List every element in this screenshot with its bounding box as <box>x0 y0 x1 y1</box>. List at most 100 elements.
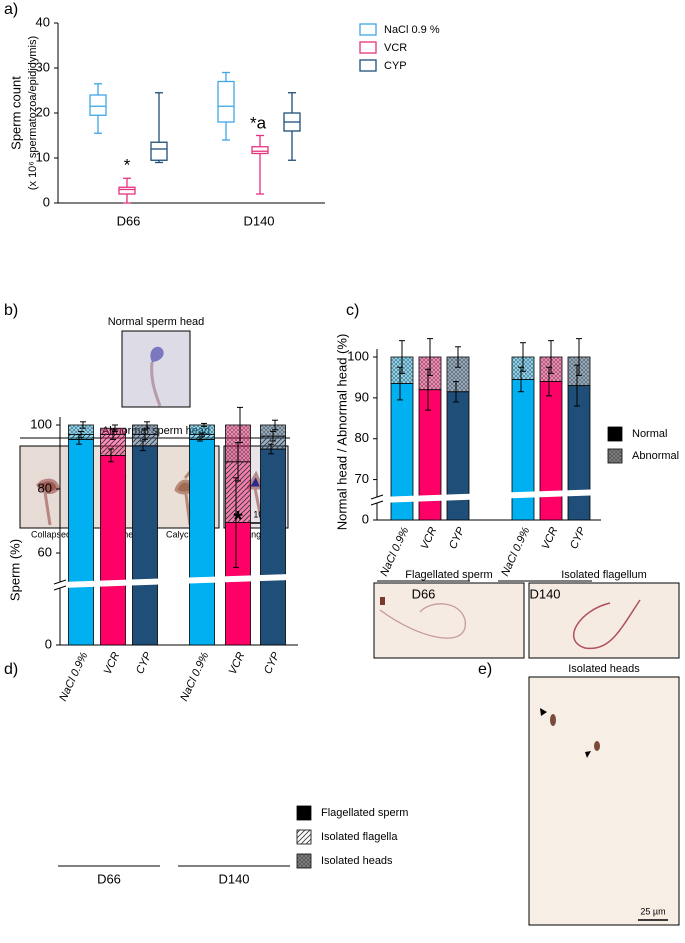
axis-break <box>371 489 601 504</box>
image-normal <box>121 330 191 408</box>
y-axis-label: (x 10⁶ spermatozoa/epididymis) <box>27 36 39 190</box>
x-tick-label: NaCl 0.9% <box>178 650 211 703</box>
panel-label: b) <box>4 302 18 319</box>
bar-segment <box>225 522 251 646</box>
bar-segment <box>132 445 158 646</box>
image-e <box>373 582 680 926</box>
annotation: * <box>124 155 131 174</box>
legend-swatch <box>296 805 312 821</box>
micrograph <box>528 676 680 926</box>
break-mark <box>370 494 384 500</box>
box <box>118 186 136 195</box>
bar-pattern <box>189 425 215 435</box>
y-tick-label: 100 <box>347 348 369 363</box>
sperm-head <box>380 597 385 605</box>
bar-pattern <box>189 434 215 440</box>
sperm-head <box>150 346 164 362</box>
legend-label: VCR <box>384 42 407 54</box>
sperm <box>36 478 60 526</box>
annotation: * <box>233 506 243 533</box>
sperm-tail <box>150 361 162 407</box>
bar-pattern <box>100 434 126 456</box>
bar-pattern <box>68 425 94 435</box>
box <box>217 80 235 123</box>
micrograph <box>373 582 525 659</box>
y-axis-label: Normal head / Abnormal head (%) <box>334 334 349 531</box>
image-caption: Calyculate <box>166 529 208 539</box>
group-label: D140 <box>218 871 249 886</box>
panel-label: a) <box>4 1 18 18</box>
panel-label: d) <box>4 661 18 678</box>
x-tick-label: NaCl 0.9% <box>57 650 90 703</box>
bar-segment <box>68 438 94 646</box>
bar-segment <box>539 381 563 521</box>
y-tick-label: 30 <box>36 59 50 74</box>
group-label: D66 <box>97 871 121 886</box>
bar-segment <box>446 391 470 521</box>
y-axis-label: Sperm count <box>8 76 23 150</box>
bar-pattern <box>260 436 286 449</box>
legend-swatch <box>359 23 377 36</box>
bar-segment <box>511 379 535 521</box>
image-title: Normal sperm head <box>108 316 205 328</box>
scale-label: 25 µm <box>640 906 665 916</box>
bar-segment <box>260 448 286 646</box>
x-tick-label: NaCl 0.9% <box>499 525 532 578</box>
legend-pattern <box>297 854 311 868</box>
legend-label: Isolated flagella <box>321 831 398 843</box>
arrowhead <box>540 708 591 758</box>
x-tick-label: CYP <box>262 650 283 676</box>
panel-label: e) <box>478 661 492 678</box>
box <box>150 141 168 161</box>
sperm-head <box>594 741 600 751</box>
legend-label: Abnormal <box>632 450 679 462</box>
axis-break <box>54 573 298 589</box>
box <box>89 94 107 116</box>
legend-pattern <box>608 449 622 463</box>
group-label: D140 <box>529 586 560 601</box>
annotation: *a <box>250 113 267 132</box>
legend-label: NaCl 0.9 % <box>384 24 440 36</box>
x-tick-label: CYP <box>447 525 468 551</box>
x-tick-label: CYP <box>134 650 155 676</box>
y-tick-label: 0 <box>45 636 52 651</box>
x-tick-label: D140 <box>243 213 274 228</box>
y-tick-label: 0 <box>362 511 369 526</box>
x-tick-label: VCR <box>540 525 561 551</box>
bar-segment <box>100 454 126 646</box>
group-label: D66 <box>412 586 436 601</box>
y-tick-label: 40 <box>36 14 50 29</box>
y-tick-label: 10 <box>36 149 50 164</box>
y-tick-label: 70 <box>355 471 369 486</box>
image-title: Isolated flagellum <box>561 569 647 581</box>
legend-label: CYP <box>384 60 407 72</box>
x-tick-label: D66 <box>117 213 141 228</box>
break-mark <box>370 500 384 506</box>
y-axis-label: Sperm (%) <box>7 539 22 601</box>
bar-pattern <box>447 357 469 392</box>
image-title: Isolated heads <box>568 663 640 675</box>
x-tick-label: CYP <box>568 525 589 551</box>
flagellum <box>572 599 641 650</box>
image-title: Flagellated sperm <box>405 569 492 581</box>
bar-pattern <box>132 434 158 446</box>
y-tick-label: 80 <box>355 430 369 445</box>
legend-label: Isolated heads <box>321 855 393 867</box>
legend-label: Normal <box>632 428 667 440</box>
x-tick-label: VCR <box>227 650 248 676</box>
bar-pattern <box>260 425 286 437</box>
break-mark <box>53 585 67 591</box>
y-tick-label: 0 <box>43 194 50 209</box>
legend-swatch <box>359 59 377 72</box>
y-tick-label: 20 <box>36 104 50 119</box>
y-tick-label: 100 <box>30 416 52 431</box>
x-tick-label: VCR <box>419 525 440 551</box>
legend-pattern <box>297 830 311 844</box>
bar-segment <box>189 438 215 646</box>
image-caption: Triangular <box>236 529 276 539</box>
sperm-head <box>550 714 556 726</box>
legend-label: Flagellated sperm <box>321 807 408 819</box>
y-tick-label: 60 <box>38 544 52 559</box>
